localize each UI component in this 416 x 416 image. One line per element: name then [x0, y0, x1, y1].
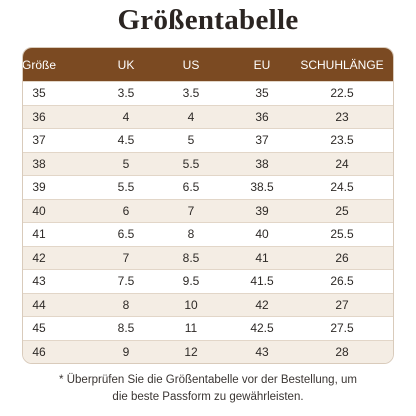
- table-cell: 38: [32, 156, 46, 171]
- table-row: 44 8 10 42 27: [23, 292, 393, 316]
- table-cell: 26: [335, 250, 349, 265]
- table-cell: 37: [32, 133, 46, 148]
- table-cell: 6.5: [117, 227, 135, 242]
- header-cell: SCHUHLÄNGE: [300, 57, 384, 72]
- table-cell: 38.5: [250, 180, 274, 195]
- table-cell: 37: [255, 133, 269, 148]
- table-row: 46 9 12 43 28: [23, 339, 393, 363]
- table-cell: 38: [255, 156, 269, 171]
- table-cell: 8.5: [182, 250, 200, 265]
- footnote: * Überprüfen Sie die Größentabelle vor d…: [0, 372, 416, 406]
- table-cell: 11: [184, 321, 198, 336]
- table-cell: 46: [32, 344, 46, 359]
- header-cell: UK: [117, 57, 135, 72]
- header-cell: EU: [253, 57, 271, 72]
- table-cell: 36: [255, 109, 269, 124]
- table-cell: 4: [187, 109, 195, 124]
- table-cell: 27: [335, 297, 349, 312]
- table-cell: 7.5: [117, 274, 135, 289]
- table-cell: 5.5: [117, 180, 135, 195]
- table-cell: 8: [122, 297, 130, 312]
- table-cell: 24: [335, 156, 349, 171]
- table-cell: 36: [32, 109, 46, 124]
- table-cell: 25.5: [330, 227, 354, 242]
- table-cell: 45: [32, 321, 46, 336]
- table-cell: 7: [122, 250, 130, 265]
- table-cell: 27.5: [330, 321, 354, 336]
- header-cell: US: [182, 57, 200, 72]
- table-cell: 23.5: [330, 133, 354, 148]
- table-cell: 41: [32, 227, 46, 242]
- table-cell: 12: [184, 344, 198, 359]
- table-cell: 43: [255, 344, 269, 359]
- table-cell: 28: [335, 344, 349, 359]
- table-cell: 26.5: [330, 274, 354, 289]
- table-row: 42 7 8.5 41 26: [23, 245, 393, 269]
- table-row: 38 5 5.5 38 24: [23, 151, 393, 175]
- table-cell: 6.5: [182, 180, 200, 195]
- table-row: 36 4 4 36 23: [23, 104, 393, 128]
- table-cell: 3.5: [117, 86, 135, 101]
- table-row: 39 5.5 6.5 38.5 24.5: [23, 175, 393, 199]
- table-cell: 6: [122, 203, 130, 218]
- header-row: Größe UK US EU SCHUHLÄNGE: [23, 48, 393, 81]
- table-cell: 9.5: [182, 274, 200, 289]
- table-cell: 44: [32, 297, 46, 312]
- table-cell: 4: [122, 109, 130, 124]
- table-cell: 39: [255, 203, 269, 218]
- table-cell: 24.5: [330, 180, 354, 195]
- table-cell: 23: [335, 109, 349, 124]
- table-row: 43 7.5 9.5 41.5 26.5: [23, 269, 393, 293]
- title: Größentabelle: [117, 4, 299, 36]
- table-row: 35 3.5 3.5 35 22.5: [23, 81, 393, 105]
- table-cell: 5: [122, 156, 130, 171]
- table-row: 40 6 7 39 25: [23, 198, 393, 222]
- table-cell: 40: [255, 227, 269, 242]
- table-cell: 5: [187, 133, 195, 148]
- table-cell: 42: [255, 297, 269, 312]
- table-cell: 8.5: [117, 321, 135, 336]
- table-cell: 35: [255, 86, 269, 101]
- table-cell: 35: [32, 86, 46, 101]
- table-cell: 40: [32, 203, 46, 218]
- table-cell: 43: [32, 274, 46, 289]
- table-cell: 22.5: [330, 86, 354, 101]
- table-row: 41 6.5 8 40 25.5: [23, 222, 393, 246]
- footnote-line: * Überprüfen Sie die Größentabelle vor d…: [59, 374, 357, 386]
- table-cell: 39: [32, 180, 46, 195]
- table-cell: 4.5: [117, 133, 135, 148]
- table-cell: 9: [122, 344, 130, 359]
- table-cell: 42.5: [250, 321, 274, 336]
- size-table: Größe UK US EU SCHUHLÄNGE 35 3.5 3.5 35 22.5 36 4 4 3…: [22, 47, 394, 364]
- table-cell: 7: [187, 203, 195, 218]
- header-cell: Größe: [22, 57, 56, 72]
- table-cell: 42: [32, 250, 46, 265]
- table-row: 37 4.5 5 37 23.5: [23, 128, 393, 152]
- table-row: 45 8.5 11 42.5 27.5: [23, 316, 393, 340]
- table-cell: 25: [335, 203, 349, 218]
- footnote-line: die beste Passform zu gewährleisten.: [112, 391, 304, 403]
- table-cell: 5.5: [182, 156, 200, 171]
- table-cell: 8: [187, 227, 195, 242]
- table-cell: 10: [184, 297, 198, 312]
- table-cell: 41.5: [250, 274, 274, 289]
- table-cell: 3.5: [182, 86, 200, 101]
- table-cell: 41: [255, 250, 269, 265]
